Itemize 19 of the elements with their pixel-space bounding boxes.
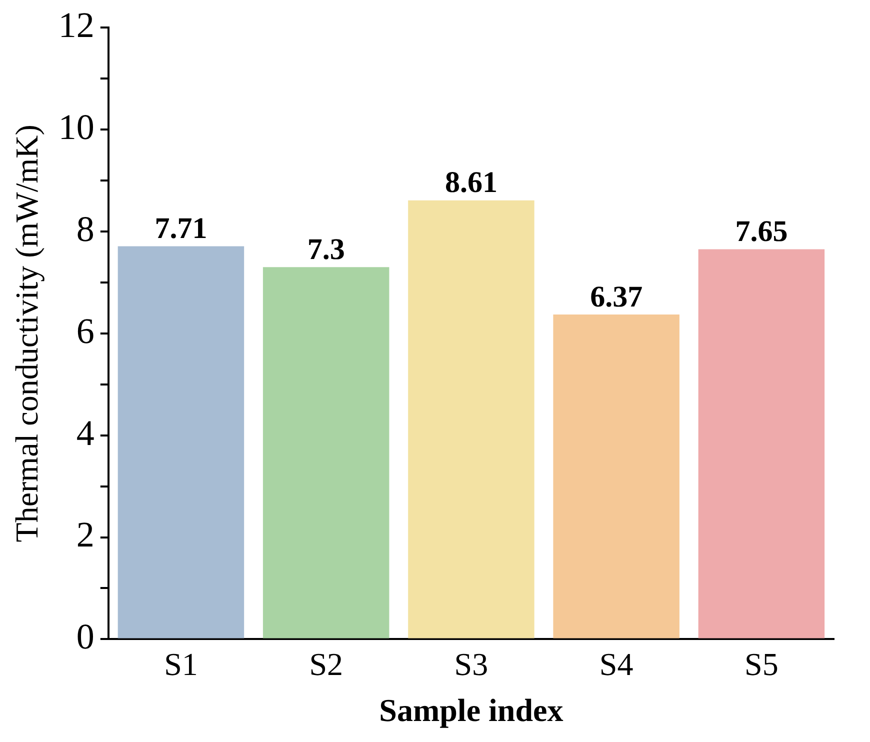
y-tick-label: 12 <box>58 5 94 46</box>
y-tick-label: 0 <box>76 616 94 657</box>
x-tick-label: S4 <box>599 646 634 682</box>
data-label: 7.65 <box>735 215 788 248</box>
data-label: 7.71 <box>154 212 208 245</box>
y-tick-label: 4 <box>76 412 94 453</box>
x-tick-label: S5 <box>744 646 778 682</box>
y-tick-label: 8 <box>76 208 94 249</box>
x-tick-label: S2 <box>309 646 343 682</box>
x-axis-title: Sample index <box>379 692 564 728</box>
data-label: 6.37 <box>590 280 643 314</box>
data-label: 8.61 <box>444 166 498 200</box>
y-tick-label: 6 <box>76 310 94 351</box>
data-label: 7.3 <box>307 232 345 266</box>
y-tick-label: 10 <box>58 106 94 147</box>
y-tick-label: 2 <box>76 514 94 555</box>
x-tick-label: S1 <box>164 646 198 682</box>
x-tick-label: S3 <box>454 646 488 682</box>
y-axis-title: Thermal conductivity (mW/mK) <box>8 124 45 542</box>
